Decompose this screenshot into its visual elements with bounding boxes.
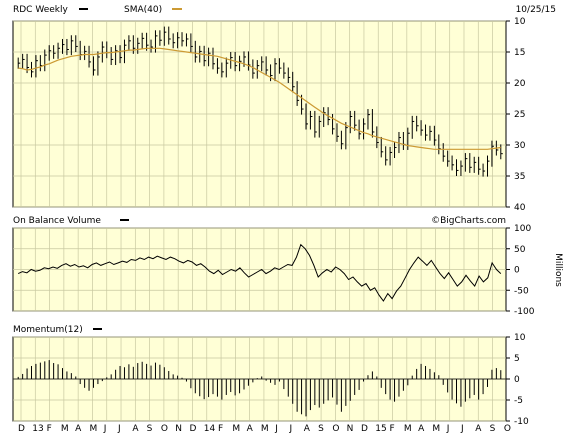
y-tick-label: -100 bbox=[514, 307, 535, 317]
y-tick-label: 0 bbox=[514, 375, 520, 385]
y-tick-label: 35 bbox=[514, 172, 525, 182]
obv-y-ticks: 100 50 0 -50 -100 bbox=[506, 224, 535, 317]
y-tick-label: 10 bbox=[514, 333, 526, 343]
x-tick-label: J bbox=[446, 424, 450, 434]
x-tick-label: S bbox=[318, 424, 324, 434]
x-tick-label: A bbox=[132, 424, 139, 434]
momentum-y-ticks: 10 5 0 -5 -10 bbox=[506, 333, 529, 427]
x-tick-label: 14 bbox=[204, 424, 216, 434]
momentum-title: Momentum(12) bbox=[13, 325, 83, 335]
y-tick-label: -50 bbox=[514, 286, 529, 296]
chart-date: 10/25/15 bbox=[516, 5, 556, 15]
y-tick-label: 10 bbox=[514, 17, 526, 27]
y-tick-label: 100 bbox=[514, 224, 531, 234]
momentum-bars bbox=[13, 360, 506, 417]
sma-legend-swatch bbox=[172, 8, 182, 10]
x-tick-label: D bbox=[361, 424, 368, 434]
watermark: ©BigCharts.com bbox=[431, 216, 506, 226]
x-tick-label: S bbox=[147, 424, 153, 434]
x-tick-label: D bbox=[189, 424, 196, 434]
y-tick-label: -10 bbox=[514, 417, 529, 427]
x-tick-label: O bbox=[332, 424, 339, 434]
obv-legend-swatch bbox=[120, 219, 129, 221]
x-tick-label: N bbox=[175, 424, 182, 434]
y-tick-label: -5 bbox=[514, 396, 523, 406]
x-tick-label: J bbox=[103, 424, 107, 434]
momentum-legend-swatch bbox=[93, 328, 102, 330]
y-tick-label: 5 bbox=[514, 354, 520, 364]
x-tick-label: J bbox=[117, 424, 121, 434]
obv-line bbox=[17, 243, 502, 302]
y-tick-label: 50 bbox=[514, 245, 526, 255]
x-tick-label: M bbox=[232, 424, 240, 434]
obv-unit-label: Millions bbox=[553, 253, 563, 287]
x-tick-label: F bbox=[218, 424, 223, 434]
sma-label: SMA(40) bbox=[124, 5, 162, 15]
x-tick-label: M bbox=[89, 424, 97, 434]
x-tick-label: J bbox=[460, 424, 464, 434]
x-axis-labels: D 13 F M A M J J A S O N D 14 F M A M J J A S O N D 15 F M A M J J A S O bbox=[18, 424, 511, 434]
x-tick-label: M bbox=[432, 424, 440, 434]
y-tick-label: 20 bbox=[514, 79, 526, 89]
x-tick-label: M bbox=[261, 424, 269, 434]
x-tick-label: F bbox=[390, 424, 395, 434]
x-tick-label: F bbox=[47, 424, 52, 434]
y-tick-label: 30 bbox=[514, 141, 526, 151]
ticker-legend-swatch bbox=[79, 8, 88, 10]
price-grid bbox=[13, 20, 506, 208]
x-tick-label: 15 bbox=[375, 424, 386, 434]
sma-line bbox=[18, 47, 501, 150]
price-y-ticks: 40 35 30 25 20 15 10 bbox=[506, 17, 526, 213]
x-tick-label: D bbox=[18, 424, 25, 434]
x-tick-label: 13 bbox=[32, 424, 43, 434]
x-tick-label: A bbox=[247, 424, 254, 434]
x-tick-label: M bbox=[404, 424, 412, 434]
x-tick-label: O bbox=[504, 424, 511, 434]
y-tick-label: 25 bbox=[514, 110, 525, 120]
x-tick-label: M bbox=[61, 424, 69, 434]
y-tick-label: 0 bbox=[514, 266, 520, 276]
x-tick-label: O bbox=[161, 424, 168, 434]
obv-title: On Balance Volume bbox=[13, 216, 101, 226]
ticker-label: RDC Weekly bbox=[13, 5, 68, 15]
x-tick-label: A bbox=[75, 424, 82, 434]
price-bars bbox=[17, 26, 503, 177]
y-tick-label: 15 bbox=[514, 48, 525, 58]
x-tick-label: A bbox=[475, 424, 482, 434]
x-tick-label: S bbox=[490, 424, 496, 434]
x-tick-label: N bbox=[347, 424, 354, 434]
x-tick-label: A bbox=[304, 424, 311, 434]
x-tick-label: J bbox=[274, 424, 278, 434]
x-tick-label: A bbox=[418, 424, 425, 434]
x-tick-label: J bbox=[289, 424, 293, 434]
y-tick-label: 40 bbox=[514, 203, 526, 213]
